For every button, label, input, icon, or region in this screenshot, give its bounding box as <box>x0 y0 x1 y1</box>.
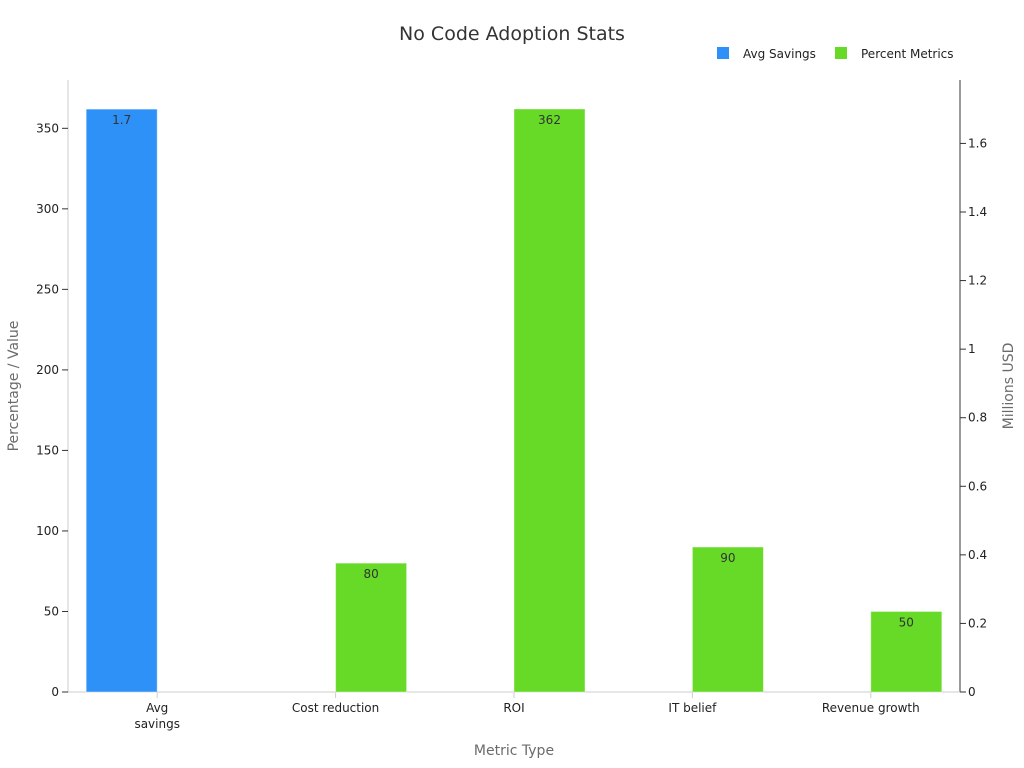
x-tick-label-cost-reduction: Cost reduction <box>292 701 379 715</box>
y-left-tick-label: 0 <box>51 685 59 699</box>
y-left-tick-label: 200 <box>36 363 59 377</box>
legend-swatch-avg-savings <box>717 47 729 59</box>
data-label-roi: 362 <box>538 113 561 127</box>
y-axis-left-title: Percentage / Value <box>6 321 22 452</box>
legend-swatch-percent-metrics <box>835 47 847 59</box>
y-right-tick-label: 0 <box>968 685 976 699</box>
x-tick-label-revenue-growth: Revenue growth <box>822 701 920 715</box>
y-right-tick-label: 1.2 <box>968 274 987 288</box>
x-axis-title: Metric Type <box>474 743 554 759</box>
y-right-tick-label: 1 <box>968 342 976 356</box>
y-left-tick-label: 300 <box>36 202 59 216</box>
data-label-revenue-growth: 50 <box>899 615 914 629</box>
y-axis-right-title: Millions USD <box>1001 343 1017 430</box>
data-label-it-belief: 90 <box>720 551 735 565</box>
plot-area: 0 50 100 150 200 250 300 350 0 0.2 0.4 0.6 0.8 1 1.2 1.… <box>36 80 987 731</box>
y-right-tick-label: 0.2 <box>968 616 987 630</box>
y-right-tick-label: 1.6 <box>968 136 987 150</box>
bar-percent-metrics-it-belief <box>691 546 764 693</box>
bar-percent-metrics-revenue-growth <box>870 610 943 693</box>
y-left-tick-label: 100 <box>36 524 59 538</box>
bar-percent-metrics-roi <box>513 108 586 693</box>
legend: Avg Savings Percent Metrics <box>717 47 954 61</box>
y-left-tick-label: 50 <box>44 604 59 618</box>
chart-title: No Code Adoption Stats <box>399 23 625 45</box>
y-left-tick-label: 350 <box>36 121 59 135</box>
bar-avg-savings-avg-savings <box>85 108 158 693</box>
legend-label-percent-metrics: Percent Metrics <box>861 47 954 61</box>
y-right-tick-label: 0.8 <box>968 411 987 425</box>
y-right-tick-label: 0.4 <box>968 548 987 562</box>
x-tick-label-it-belief: IT belief <box>668 701 717 715</box>
data-label-avg-savings: 1.7 <box>112 113 131 127</box>
data-label-cost-reduction: 80 <box>363 567 378 581</box>
x-tick-label-roi: ROI <box>503 701 524 715</box>
bar-percent-metrics-cost-reduction <box>335 562 408 693</box>
y-right-tick-label: 0.6 <box>968 479 987 493</box>
x-tick-label-avg-savings: Avg savings <box>134 701 180 731</box>
y-left-tick-label: 250 <box>36 282 59 296</box>
y-right-tick-label: 1.4 <box>968 205 987 219</box>
legend-label-avg-savings: Avg Savings <box>743 47 816 61</box>
y-left-tick-label: 150 <box>36 443 59 457</box>
